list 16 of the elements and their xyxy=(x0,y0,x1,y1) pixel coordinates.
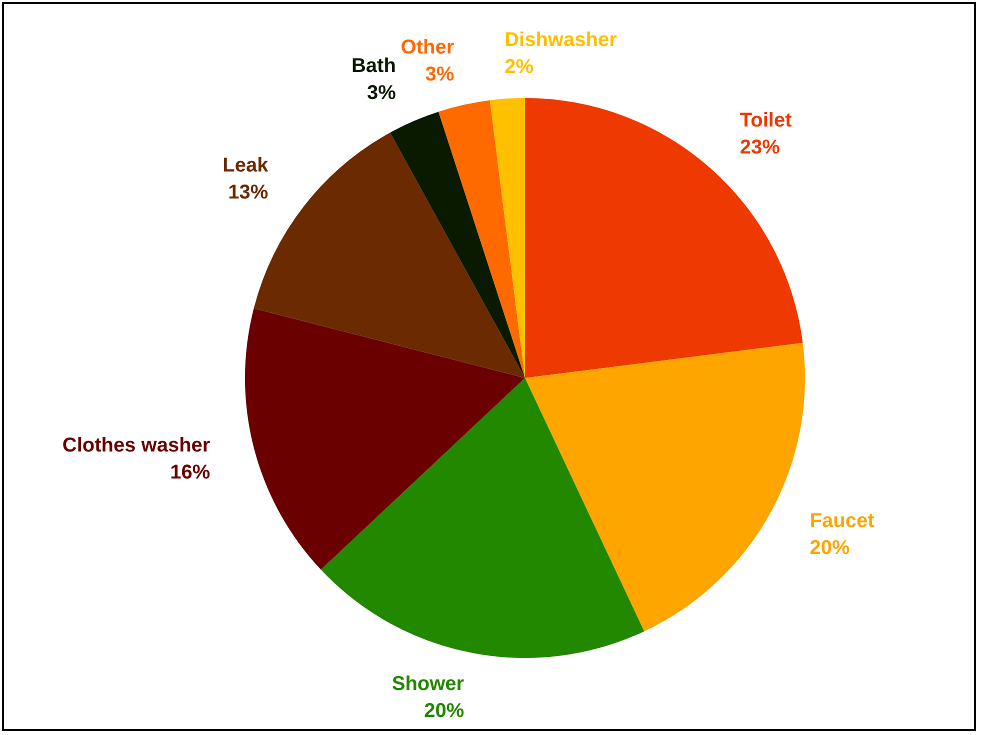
slice-label: Dishwasher xyxy=(504,29,618,52)
data-label: 3% xyxy=(425,63,454,86)
data-label: 20% xyxy=(810,537,850,560)
data-label: 2% xyxy=(504,56,534,78)
slice-label: Leak xyxy=(222,154,270,176)
slice-label: Clothes washer xyxy=(62,434,210,456)
slice-label: Other xyxy=(400,36,454,58)
data-label: 20% xyxy=(424,700,464,722)
data-label: 16% xyxy=(170,461,210,484)
data-label: 23% xyxy=(740,136,780,159)
data-label: 13% xyxy=(228,181,268,204)
slice-label: Bath xyxy=(351,55,396,78)
slice-label: Toilet xyxy=(740,110,792,132)
slice-label: Faucet xyxy=(810,510,875,532)
slice-label: Shower xyxy=(392,672,464,695)
data-label: 3% xyxy=(367,82,396,104)
